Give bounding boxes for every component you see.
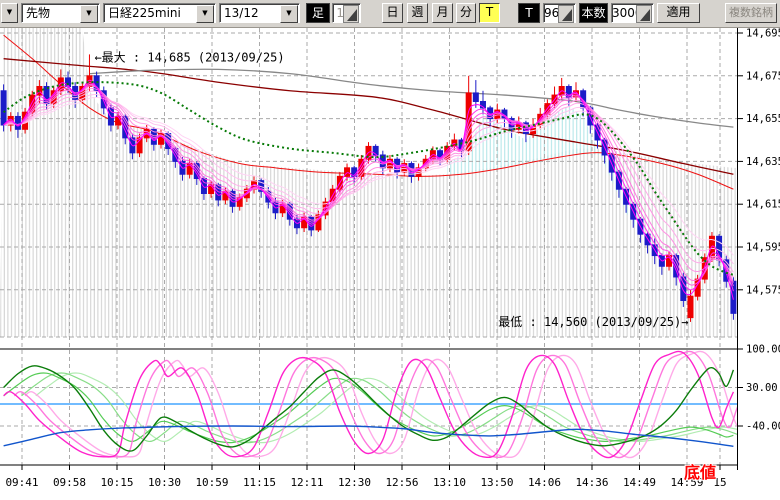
symbol-type-select[interactable]: 先物 ▼ [21, 3, 100, 23]
ashi-interval-stepper[interactable]: 1 [332, 3, 361, 23]
period-day-button[interactable]: 日 [382, 3, 403, 23]
price-tick-label: 14,615 [746, 199, 780, 211]
spinner-icon[interactable] [343, 5, 359, 23]
cloud-region [447, 105, 641, 235]
axes: 14,695 14,675 14,655 14,635 14,615 14,595 14,5… [5, 28, 780, 490]
ashi-label: 足 [306, 3, 330, 23]
period-week-button[interactable]: 週 [407, 3, 428, 23]
time-tick-label: 12:11 [290, 476, 323, 489]
osc-tick-label: 30.00 [746, 382, 778, 394]
bottom-price-annotation: 底値 [684, 463, 716, 482]
candle-body [479, 100, 486, 109]
osc-tick-label: -40.00 [746, 421, 780, 433]
tick-count-stepper[interactable]: 96 [543, 3, 576, 23]
symbol-name-value: 日経225mini [108, 6, 181, 20]
price-tick-label: 14,675 [746, 70, 780, 82]
nav-dropdown-button[interactable]: ▼ [1, 3, 18, 23]
time-tick-label: 10:15 [100, 476, 133, 489]
annotations: ←最大 : 14,685 (2013/09/25) 最低 : 14,560 (20… [94, 50, 717, 483]
osc-magenta-line [13, 350, 737, 459]
hatch-region [0, 28, 737, 337]
apply-button[interactable]: 適用 [657, 3, 700, 23]
time-tick-label: 13:10 [433, 476, 466, 489]
price-tick-label: 14,655 [746, 113, 780, 125]
time-tick-label: 14:59 [670, 476, 703, 489]
candle-body [372, 145, 379, 156]
chevron-down-icon: ▼ [6, 8, 13, 16]
candle-body [115, 115, 122, 126]
candle-body [687, 295, 694, 319]
candle-body [723, 259, 730, 282]
toolbar: ▼ 先物 ▼ 日経225mini ▼ 13/12 ▼ 足 1 日 週 月 分 T… [0, 0, 780, 28]
chevron-down-icon[interactable]: ▼ [80, 5, 98, 23]
price-tick-label: 14,635 [746, 156, 780, 168]
time-tick-label: 09:58 [53, 476, 86, 489]
candle-body [344, 167, 351, 177]
bar-count-value: 3000 [612, 6, 643, 20]
time-tick-label: 13:50 [480, 476, 513, 489]
ma-green-dotted-line [3, 81, 734, 276]
price-tick-label: 14,695 [746, 28, 780, 40]
time-tick-label: 09:41 [5, 476, 38, 489]
osc-blue-line [3, 425, 734, 448]
contract-month-select[interactable]: 13/12 ▼ [219, 3, 300, 23]
time-tick-label: 12:56 [385, 476, 418, 489]
candle-body [158, 133, 165, 145]
time-tick-label: 14:36 [575, 476, 608, 489]
candle-body [565, 86, 572, 98]
symbol-type-value: 先物 [26, 6, 51, 20]
price-tick-label: 14,595 [746, 242, 780, 254]
time-tick-label: 14:49 [623, 476, 656, 489]
bar-count-label: 本数 [579, 3, 608, 23]
period-tick-button[interactable]: T [479, 3, 500, 23]
ma-gray-line [89, 68, 734, 128]
osc-magenta-line [24, 350, 737, 459]
chevron-down-icon[interactable]: ▼ [196, 5, 214, 23]
candle-body [472, 92, 479, 102]
ashi-interval-value: 1 [336, 6, 344, 20]
candle-body [730, 280, 737, 314]
spinner-icon[interactable] [558, 5, 574, 23]
oscillator-panel [0, 350, 737, 459]
price-tick-label: 14,575 [746, 284, 780, 296]
candle-body [14, 115, 21, 130]
time-tick-label: 15 [713, 476, 726, 489]
osc-green-light-line [3, 372, 734, 444]
osc-tick-label: 100.00 [746, 344, 780, 356]
period-month-button[interactable]: 月 [432, 3, 453, 23]
candle-body [136, 137, 143, 154]
osc-magenta-line [3, 350, 735, 459]
tick-count-label: T [518, 3, 540, 23]
multi-symbol-button[interactable]: 複数銘柄 [725, 3, 777, 23]
time-tick-label: 12:30 [338, 476, 371, 489]
chevron-down-icon[interactable]: ▼ [280, 5, 298, 23]
period-minute-button[interactable]: 分 [456, 3, 476, 23]
time-tick-label: 10:59 [195, 476, 228, 489]
osc-green-light-line [35, 372, 737, 444]
symbol-name-select[interactable]: 日経225mini ▼ [103, 3, 216, 23]
min-annotation: 最低 : 14,560 (2013/09/25)→ [498, 315, 688, 329]
time-tick-label: 14:06 [528, 476, 561, 489]
bar-count-stepper[interactable]: 3000 [611, 3, 654, 23]
candle-body [0, 90, 7, 126]
osc-green-dark-line [3, 365, 735, 452]
time-tick-label: 10:30 [148, 476, 181, 489]
max-annotation: ←最大 : 14,685 (2013/09/25) [94, 50, 284, 64]
contract-month-value: 13/12 [224, 6, 259, 20]
candle-body [236, 197, 243, 207]
tick-count-value: 96 [544, 6, 560, 20]
spinner-icon[interactable] [636, 5, 652, 23]
time-tick-label: 11:15 [243, 476, 276, 489]
